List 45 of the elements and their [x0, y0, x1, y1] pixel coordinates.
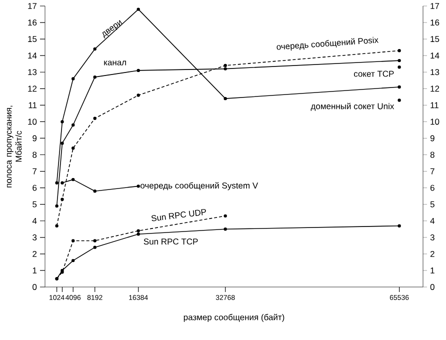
text: Sun RPC UDP: [152, 209, 206, 222]
y2-tick-label: 13: [430, 69, 440, 76]
y-tick-label: 3: [32, 234, 37, 240]
y2-tick-label: 1: [430, 268, 434, 274]
y2-tick-label: 8: [430, 152, 434, 158]
y2-tick-label: 12: [430, 86, 440, 92]
y-tick-label: 11: [28, 102, 37, 108]
y-axis-title: полоса пропускания, Мбайт/с: [6, 106, 22, 188]
y2-tick-label: 3: [430, 234, 434, 240]
series-label: очередь сообщений System V: [140, 182, 258, 190]
series-label: Sun RPC TCP: [144, 238, 198, 245]
y-tick-label: 14: [28, 52, 37, 59]
y2-tick-label: 10: [430, 118, 440, 125]
series-label: доменный сокет Unix: [310, 102, 394, 111]
y2-tick-label: 4: [430, 218, 435, 224]
y2-tick-label: 0: [430, 284, 434, 290]
series-label: канал: [104, 60, 126, 66]
y2-tick-label: 6: [430, 184, 434, 191]
y2-tick-label: 9: [430, 135, 434, 142]
y2-tick-label: 11: [430, 102, 438, 108]
series-label: сокет TCP: [354, 70, 394, 77]
y-tick-label: 6: [32, 184, 37, 191]
y-tick-label: 9: [32, 135, 37, 142]
y-tick-label: 7: [32, 168, 37, 174]
y2-tick-label: 16: [430, 20, 440, 26]
y-tick-label: 17: [28, 3, 37, 9]
series-label: очередь сообщений Posix: [276, 36, 379, 51]
y2-tick-label: 14: [430, 52, 440, 59]
y-tick-label: 15: [28, 36, 37, 42]
y-tick-label: 2: [32, 250, 37, 257]
y-tick-label: 12: [28, 86, 37, 92]
y2-tick-label: 7: [430, 168, 434, 174]
y-tick-label: 0: [32, 284, 37, 290]
x-axis-title: размер сообщения (байт): [184, 314, 284, 322]
y-tick-label: 8: [32, 152, 37, 158]
y-tick-label: 13: [28, 69, 37, 76]
y2-tick-label: 2: [430, 250, 434, 257]
y-tick-label: 16: [28, 20, 37, 26]
y-tick-label: 4: [32, 218, 37, 224]
y-tick-label: 5: [32, 201, 37, 208]
y2-tick-label: 15: [430, 36, 440, 42]
y2-tick-label: 5: [430, 201, 434, 208]
y-tick-label: 10: [28, 118, 37, 125]
y-tick-label: 1: [32, 268, 37, 274]
y2-tick-label: 17: [430, 3, 440, 9]
